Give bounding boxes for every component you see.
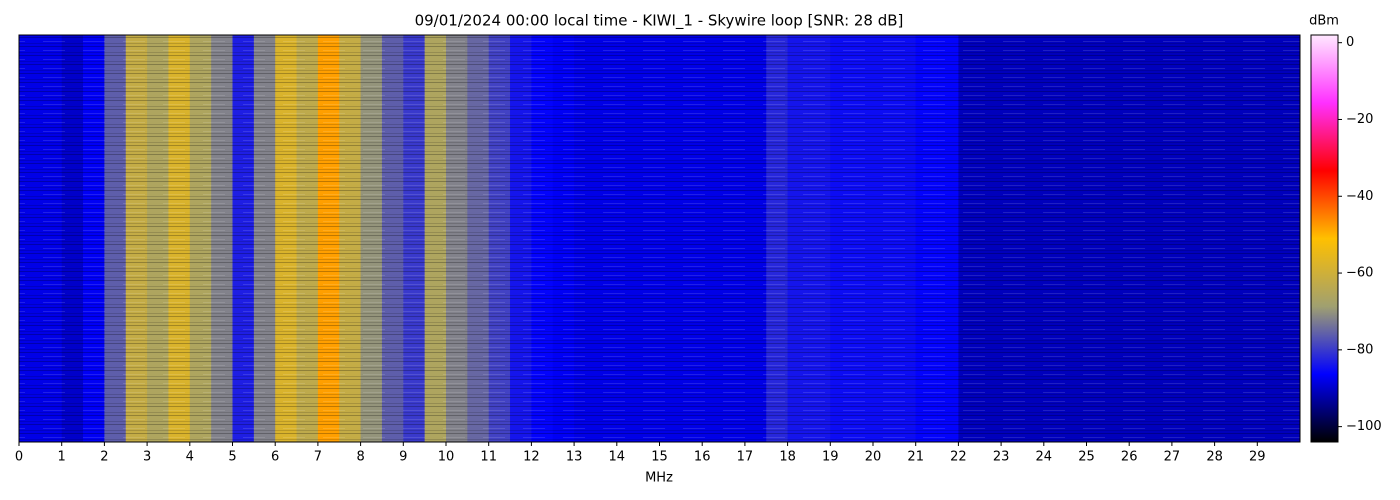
colorbar xyxy=(1310,34,1339,443)
x-tick-label: 9 xyxy=(399,450,407,465)
x-tick-label: 23 xyxy=(993,450,1010,465)
colorbar-tick-label: −40 xyxy=(1346,189,1373,204)
x-tick-label: 13 xyxy=(566,450,583,465)
x-tick-label: 17 xyxy=(737,450,754,465)
x-tick-label: 25 xyxy=(1078,450,1095,465)
x-tick-label: 11 xyxy=(480,450,497,465)
x-tick-label: 0 xyxy=(15,450,23,465)
x-axis-label: MHz xyxy=(645,471,673,486)
colorbar-tick-label: −80 xyxy=(1346,342,1373,357)
x-tick-label: 3 xyxy=(143,450,151,465)
colorbar-tick-label: −60 xyxy=(1346,266,1373,281)
x-tick-label: 16 xyxy=(694,450,711,465)
x-tick-label: 19 xyxy=(822,450,839,465)
x-tick-label: 20 xyxy=(865,450,882,465)
x-tick-label: 4 xyxy=(186,450,194,465)
colorbar-label: dBm xyxy=(1309,14,1339,29)
x-tick-label: 27 xyxy=(1164,450,1181,465)
x-tick-label: 7 xyxy=(314,450,322,465)
x-tick-label: 29 xyxy=(1249,450,1266,465)
x-tick-label: 1 xyxy=(58,450,66,465)
plot-area xyxy=(18,34,1301,443)
x-tick-label: 14 xyxy=(609,450,626,465)
colorbar-tick-label: 0 xyxy=(1346,35,1354,50)
colorbar-tick-label: −20 xyxy=(1346,112,1373,127)
x-tick-label: 26 xyxy=(1121,450,1138,465)
chart-title: 09/01/2024 00:00 local time - KIWI_1 - S… xyxy=(415,12,904,31)
x-tick-label: 18 xyxy=(779,450,796,465)
x-tick-label: 6 xyxy=(271,450,279,465)
colorbar-tick-label: −100 xyxy=(1346,419,1382,434)
x-tick-label: 22 xyxy=(950,450,967,465)
x-tick-label: 10 xyxy=(438,450,455,465)
x-tick-label: 12 xyxy=(523,450,540,465)
x-tick-label: 28 xyxy=(1206,450,1223,465)
x-tick-label: 21 xyxy=(907,450,924,465)
texture xyxy=(19,35,1300,442)
x-tick-label: 2 xyxy=(100,450,108,465)
x-tick-label: 15 xyxy=(651,450,668,465)
x-tick-label: 24 xyxy=(1036,450,1053,465)
x-tick-label: 8 xyxy=(356,450,364,465)
x-tick-label: 5 xyxy=(228,450,236,465)
